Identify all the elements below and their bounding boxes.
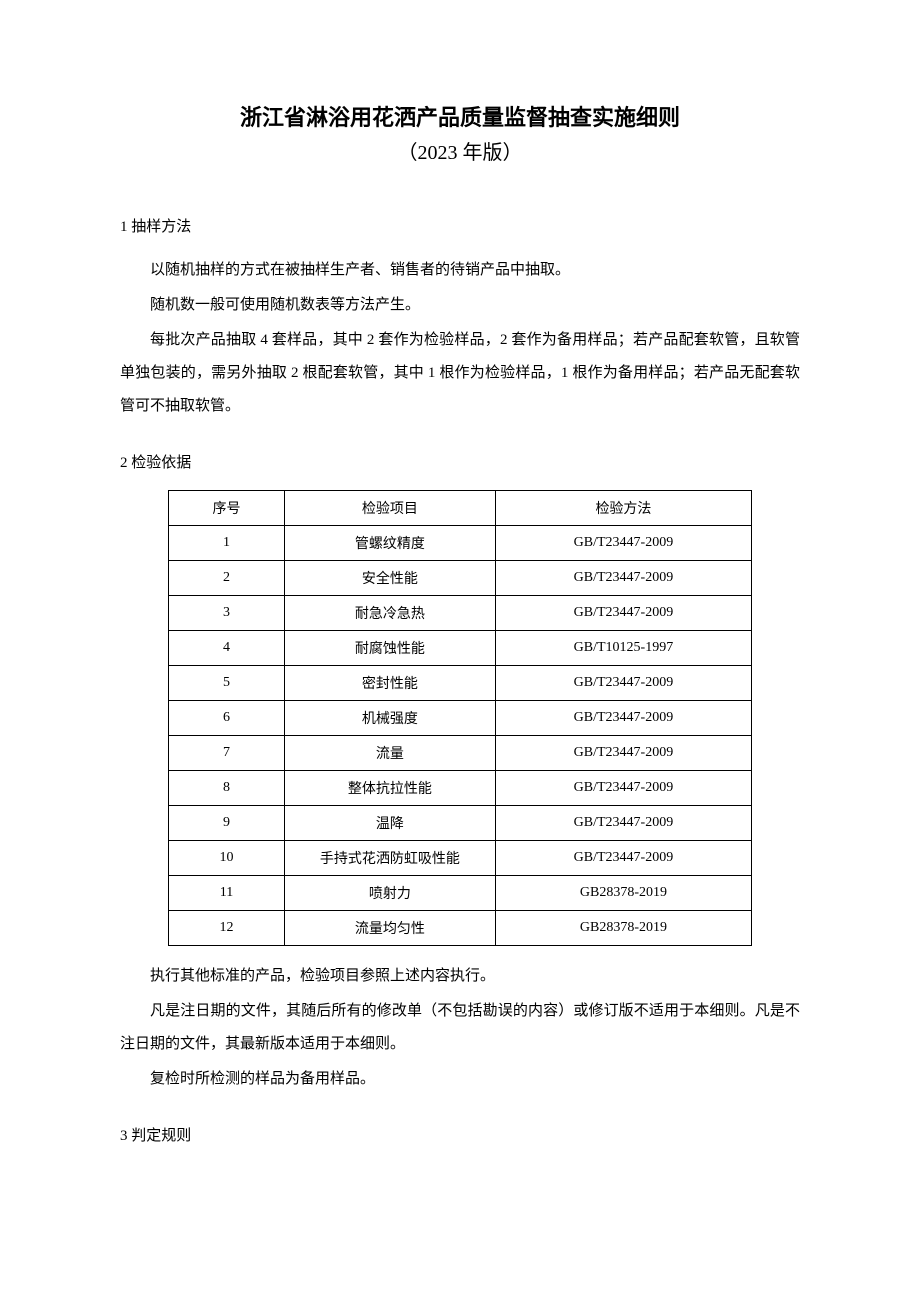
table-cell-seq: 10 bbox=[168, 841, 285, 876]
table-cell-item: 耐急冷急热 bbox=[285, 596, 495, 631]
section-1-paragraph-3: 每批次产品抽取 4 套样品，其中 2 套作为检验样品，2 套作为备用样品；若产品… bbox=[120, 324, 800, 423]
table-row: 10手持式花洒防虹吸性能GB/T23447-2009 bbox=[168, 841, 752, 876]
section-2-paragraph-1: 执行其他标准的产品，检验项目参照上述内容执行。 bbox=[120, 960, 800, 993]
table-cell-method: GB/T23447-2009 bbox=[495, 561, 752, 596]
table-cell-seq: 8 bbox=[168, 771, 285, 806]
table-cell-method: GB/T23447-2009 bbox=[495, 596, 752, 631]
table-cell-seq: 9 bbox=[168, 806, 285, 841]
section-2-heading: 2 检验依据 bbox=[120, 451, 800, 472]
table-cell-seq: 2 bbox=[168, 561, 285, 596]
table-cell-item: 安全性能 bbox=[285, 561, 495, 596]
section-2: 2 检验依据 序号 检验项目 检验方法 1管螺纹精度GB/T23447-2009… bbox=[120, 451, 800, 1096]
section-1-paragraph-1: 以随机抽样的方式在被抽样生产者、销售者的待销产品中抽取。 bbox=[120, 254, 800, 287]
table-row: 1管螺纹精度GB/T23447-2009 bbox=[168, 526, 752, 561]
table-cell-item: 机械强度 bbox=[285, 701, 495, 736]
table-cell-seq: 11 bbox=[168, 876, 285, 911]
table-row: 3耐急冷急热GB/T23447-2009 bbox=[168, 596, 752, 631]
table-cell-method: GB/T10125-1997 bbox=[495, 631, 752, 666]
table-row: 12流量均匀性GB28378-2019 bbox=[168, 911, 752, 946]
table-cell-seq: 4 bbox=[168, 631, 285, 666]
table-row: 6机械强度GB/T23447-2009 bbox=[168, 701, 752, 736]
table-cell-item: 流量 bbox=[285, 736, 495, 771]
section-2-paragraph-2: 凡是注日期的文件，其随后所有的修改单（不包括勘误的内容）或修订版不适用于本细则。… bbox=[120, 995, 800, 1061]
table-cell-seq: 1 bbox=[168, 526, 285, 561]
section-3: 3 判定规则 bbox=[120, 1124, 800, 1145]
table-cell-item: 整体抗拉性能 bbox=[285, 771, 495, 806]
table-cell-method: GB/T23447-2009 bbox=[495, 526, 752, 561]
table-body: 1管螺纹精度GB/T23447-20092安全性能GB/T23447-20093… bbox=[168, 526, 752, 946]
table-row: 4耐腐蚀性能GB/T10125-1997 bbox=[168, 631, 752, 666]
table-cell-item: 温降 bbox=[285, 806, 495, 841]
table-cell-method: GB/T23447-2009 bbox=[495, 841, 752, 876]
table-cell-method: GB/T23447-2009 bbox=[495, 806, 752, 841]
table-cell-item: 喷射力 bbox=[285, 876, 495, 911]
table-row: 11喷射力GB28378-2019 bbox=[168, 876, 752, 911]
table-row: 8整体抗拉性能GB/T23447-2009 bbox=[168, 771, 752, 806]
document-title-main: 浙江省淋浴用花洒产品质量监督抽查实施细则 bbox=[120, 100, 800, 132]
section-1-paragraph-2: 随机数一般可使用随机数表等方法产生。 bbox=[120, 289, 800, 322]
table-header-row: 序号 检验项目 检验方法 bbox=[168, 491, 752, 526]
section-2-paragraph-3: 复检时所检测的样品为备用样品。 bbox=[120, 1063, 800, 1096]
table-cell-method: GB28378-2019 bbox=[495, 911, 752, 946]
table-cell-seq: 5 bbox=[168, 666, 285, 701]
table-cell-item: 耐腐蚀性能 bbox=[285, 631, 495, 666]
table-cell-item: 密封性能 bbox=[285, 666, 495, 701]
table-cell-seq: 12 bbox=[168, 911, 285, 946]
table-header-seq: 序号 bbox=[168, 491, 285, 526]
section-3-heading: 3 判定规则 bbox=[120, 1124, 800, 1145]
table-row: 5密封性能GB/T23447-2009 bbox=[168, 666, 752, 701]
section-1: 1 抽样方法 以随机抽样的方式在被抽样生产者、销售者的待销产品中抽取。 随机数一… bbox=[120, 215, 800, 423]
table-cell-item: 手持式花洒防虹吸性能 bbox=[285, 841, 495, 876]
table-cell-item: 管螺纹精度 bbox=[285, 526, 495, 561]
table-cell-method: GB/T23447-2009 bbox=[495, 666, 752, 701]
table-cell-method: GB/T23447-2009 bbox=[495, 771, 752, 806]
table-row: 7流量GB/T23447-2009 bbox=[168, 736, 752, 771]
table-cell-seq: 3 bbox=[168, 596, 285, 631]
table-row: 9温降GB/T23447-2009 bbox=[168, 806, 752, 841]
table-cell-item: 流量均匀性 bbox=[285, 911, 495, 946]
table-row: 2安全性能GB/T23447-2009 bbox=[168, 561, 752, 596]
table-cell-method: GB28378-2019 bbox=[495, 876, 752, 911]
table-cell-seq: 6 bbox=[168, 701, 285, 736]
table-cell-seq: 7 bbox=[168, 736, 285, 771]
section-1-heading: 1 抽样方法 bbox=[120, 215, 800, 236]
document-title-sub: （2023 年版） bbox=[120, 136, 800, 165]
inspection-table: 序号 检验项目 检验方法 1管螺纹精度GB/T23447-20092安全性能GB… bbox=[168, 490, 753, 946]
table-header-method: 检验方法 bbox=[495, 491, 752, 526]
table-cell-method: GB/T23447-2009 bbox=[495, 736, 752, 771]
table-header-item: 检验项目 bbox=[285, 491, 495, 526]
table-cell-method: GB/T23447-2009 bbox=[495, 701, 752, 736]
